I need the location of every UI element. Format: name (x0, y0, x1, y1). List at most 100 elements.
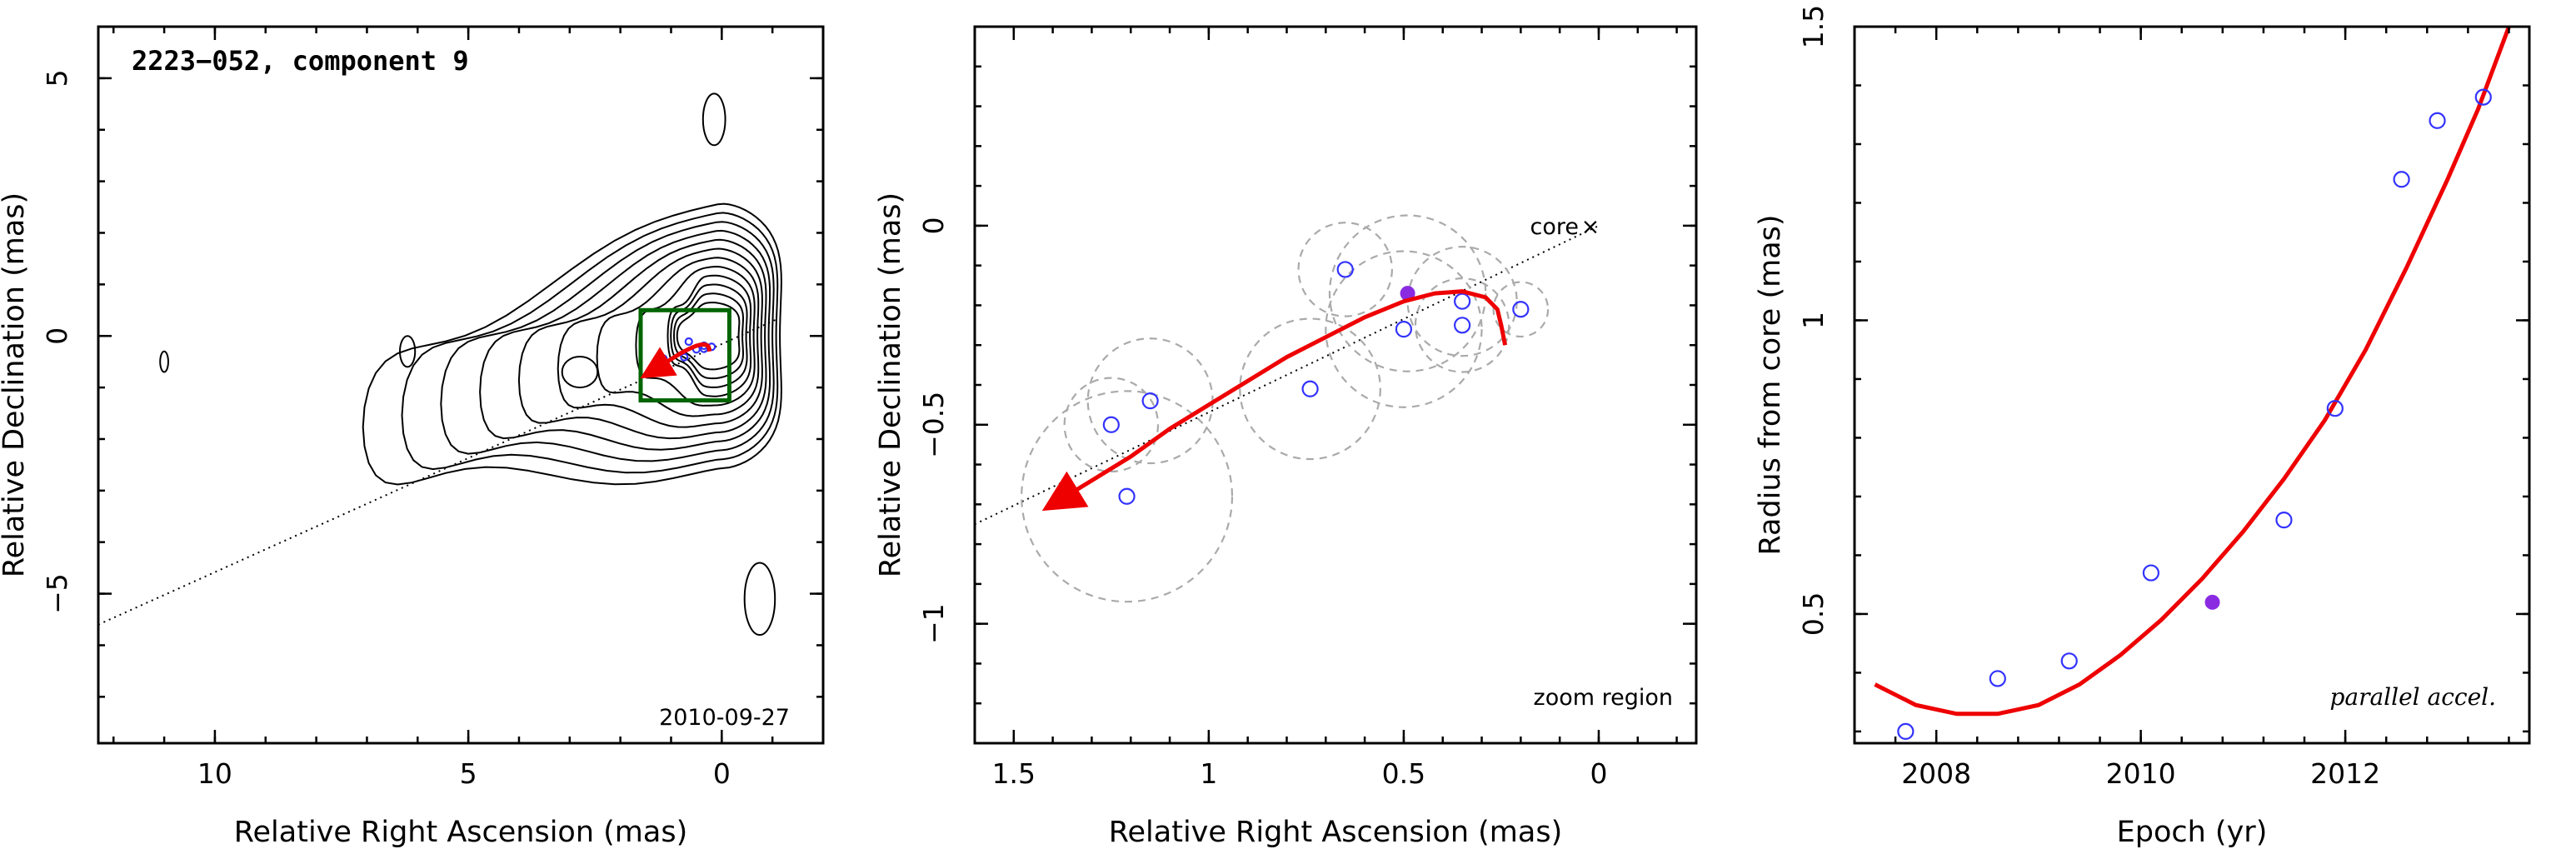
contour-island (398, 335, 417, 368)
mini-epoch-marker (680, 352, 689, 362)
x-tick-label: 1.5 (992, 757, 1036, 790)
x-tick-label: 5 (460, 757, 477, 790)
contour-level (672, 292, 745, 380)
contour-level (670, 283, 748, 388)
y-tick-label: 0 (917, 217, 950, 234)
plot-frame (973, 25, 1698, 745)
isolated-contour-islands (159, 92, 776, 637)
x-axis-label: Relative Right Ascension (mas) (234, 816, 687, 849)
radius-data-point (2275, 512, 2293, 529)
epoch-position-marker (1336, 261, 1354, 278)
plot-frame (97, 25, 825, 745)
radius-data-point (2142, 564, 2160, 582)
core-marker: × (1581, 214, 1600, 240)
radius-data-point (2474, 88, 2492, 106)
x-axis-label: Epoch (yr) (2117, 816, 2268, 849)
component-size-ring (1063, 377, 1160, 473)
epoch-date-label: 2010-09-27 (659, 705, 790, 731)
y-axis-label: Relative Declination (mas) (0, 192, 31, 577)
component-size-ring (1021, 390, 1234, 603)
radius-data-point (2326, 400, 2344, 417)
x-tick-label: 2012 (2310, 757, 2380, 790)
component-track-arrow (1041, 289, 1508, 512)
epoch-position-marker (1102, 416, 1120, 433)
component-size-rings (1021, 214, 1550, 603)
contour-level (479, 229, 771, 451)
x-tick-label: 0 (713, 757, 731, 790)
x-tick-label: 10 (197, 757, 232, 790)
y-axis-label: Radius from core (mas) (1754, 214, 1787, 555)
component-size-ring (1406, 246, 1518, 357)
panel-zoom-region: 1.5 1 0.5 0 0 −0.5 −1 core × zoom region Relat… (874, 25, 1698, 849)
component-track-arrow (640, 342, 712, 379)
radius-plot-area (1874, 27, 2511, 741)
y-tick-label: −5 (41, 573, 73, 614)
reference-epoch-point (2204, 594, 2220, 610)
contour-level (676, 302, 741, 371)
panel-radius-vs-epoch: 2008 2010 2012 0.5 1 1.5 parallel accel. Epoc… (1754, 5, 2531, 849)
zoom-plot-area (975, 214, 1600, 603)
radius-data-point (2060, 652, 2078, 670)
y-tick-label: 1.5 (1797, 5, 1830, 48)
epoch-position-marker (1118, 487, 1136, 505)
parallel-accel-annotation: parallel accel. (2329, 683, 2496, 711)
epoch-radius-points (1897, 88, 2492, 741)
contour-level (666, 274, 752, 397)
component-size-ring (1328, 214, 1487, 372)
panel-contour-map: 10 5 0 5 0 −5 2223−052, component 9 2010-09-2… (0, 25, 825, 849)
contour-island (159, 350, 169, 373)
contour-island (743, 562, 776, 637)
component-size-ring (1414, 277, 1510, 373)
x-tick-label: 2008 (1901, 757, 1971, 790)
radius-data-point (2393, 171, 2410, 188)
epoch-position-marker (1141, 392, 1159, 410)
contour-level (517, 238, 767, 440)
x-axis-label: Relative Right Ascension (mas) (1109, 816, 1562, 849)
contour-level (401, 212, 779, 474)
jet-ridge-line (975, 224, 1600, 526)
y-tick-label: 0 (41, 327, 73, 345)
radius-data-point (1989, 670, 2006, 687)
epoch-position-marker (1512, 301, 1530, 318)
jet-ridge-line (98, 317, 778, 626)
epoch-position-marker (1454, 292, 1471, 310)
axis-ticks: 1.5 1 0.5 0 0 −0.5 −1 (917, 25, 1696, 790)
x-tick-label: 2010 (2106, 757, 2176, 790)
zoom-region-annotation: zoom region (1534, 685, 1673, 711)
y-tick-label: 1 (1797, 312, 1830, 329)
x-tick-label: 0.5 (1382, 757, 1425, 790)
jet-contours (362, 202, 782, 486)
epoch-position-marker (1454, 317, 1471, 334)
contour-island (561, 355, 599, 389)
y-tick-label: 0.5 (1797, 592, 1830, 636)
component-size-ring (1239, 317, 1381, 461)
epoch-positions (1102, 261, 1530, 505)
y-axis-label: Relative Declination (mas) (874, 192, 907, 577)
radius-data-point (1897, 722, 1915, 741)
component-size-ring (1325, 250, 1483, 408)
x-tick-label: 1 (1200, 757, 1217, 790)
epoch-position-marker (1395, 321, 1413, 338)
y-tick-label: −1 (917, 603, 950, 644)
radius-data-point (2429, 112, 2446, 129)
contour-island (701, 92, 726, 147)
acceleration-fit-curve (1874, 27, 2511, 717)
mini-epoch-marker (684, 337, 693, 347)
component-size-ring (1492, 281, 1550, 338)
panel-title: 2223−052, component 9 (132, 45, 469, 77)
component-size-ring (1297, 222, 1393, 317)
axis-ticks: 2008 2010 2012 0.5 1 1.5 (1797, 5, 2529, 790)
epoch-position-marker (1301, 380, 1319, 397)
contour-map-plot-area (98, 92, 782, 637)
contour-level (596, 257, 760, 417)
contour-level (440, 221, 775, 462)
y-tick-label: 5 (41, 69, 73, 87)
contour-level (362, 202, 782, 486)
x-tick-label: 0 (1590, 757, 1607, 790)
y-tick-label: −0.5 (917, 392, 950, 458)
plot-frame (1853, 25, 2531, 745)
core-annotation: core (1530, 214, 1578, 240)
contour-level (557, 247, 763, 428)
axis-ticks: 10 5 0 5 0 −5 (41, 25, 825, 790)
